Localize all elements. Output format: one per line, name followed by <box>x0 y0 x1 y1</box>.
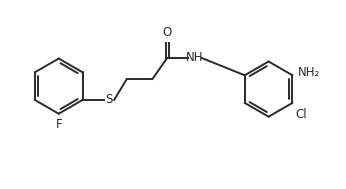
Text: O: O <box>163 26 172 39</box>
Text: NH: NH <box>186 51 203 64</box>
Text: Cl: Cl <box>295 108 307 121</box>
Text: NH₂: NH₂ <box>298 66 320 79</box>
Text: F: F <box>55 118 62 131</box>
Text: S: S <box>106 93 113 106</box>
